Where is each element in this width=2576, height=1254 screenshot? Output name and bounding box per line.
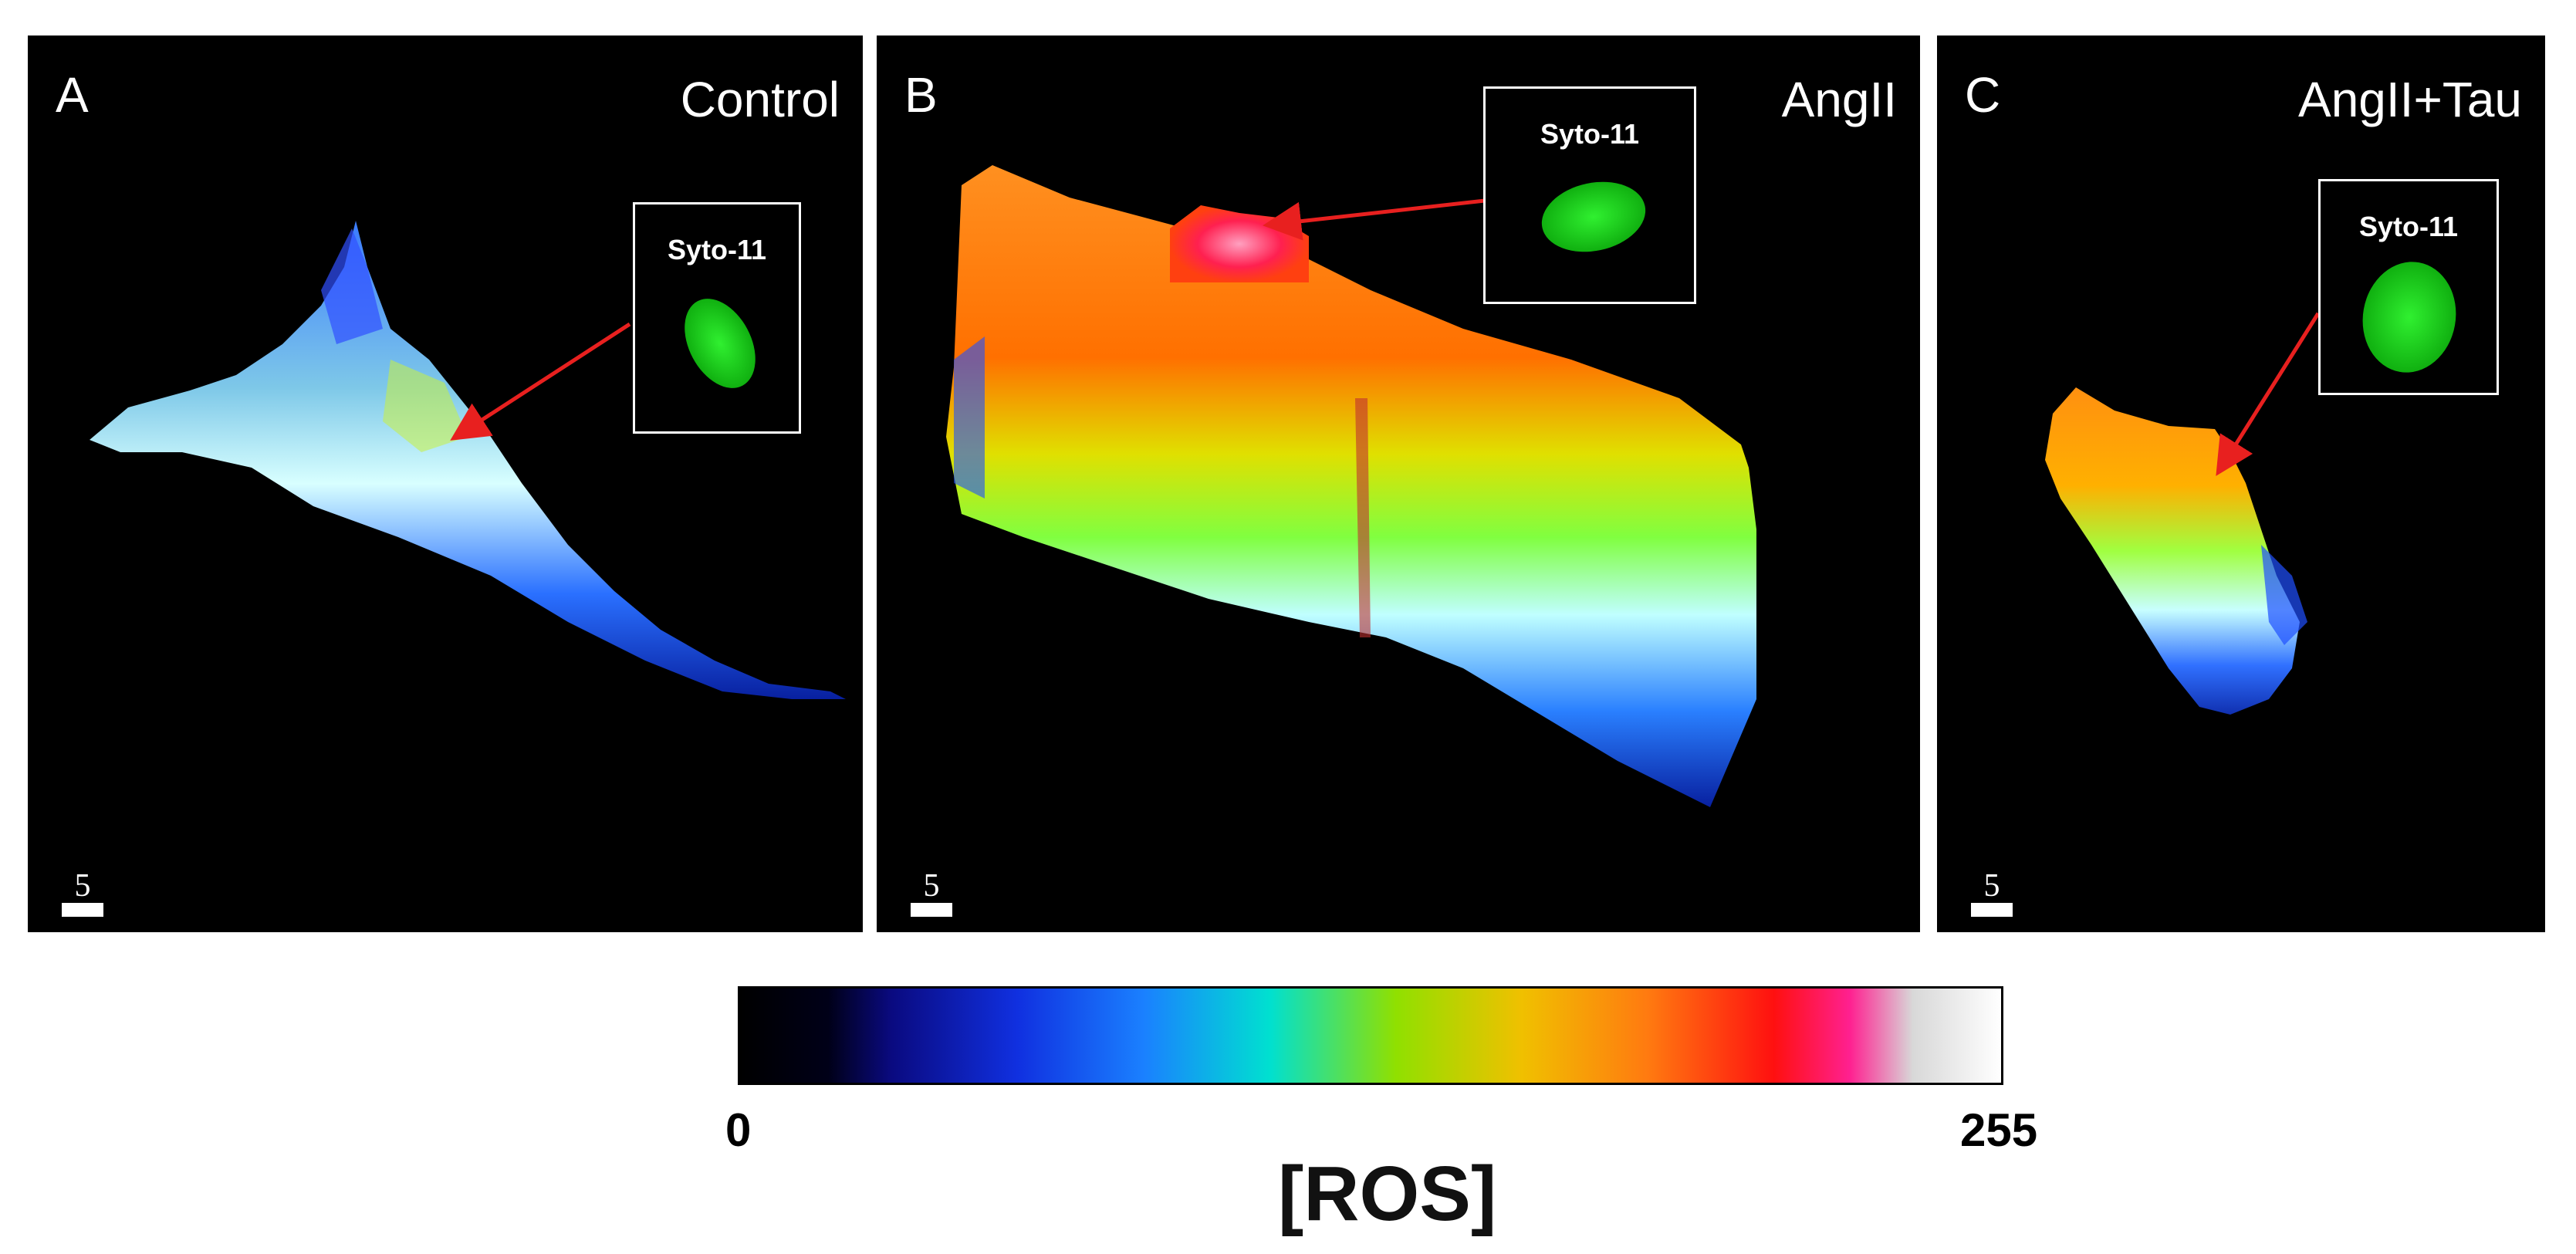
syto-11-inset: Syto-11: [2318, 179, 2499, 395]
nucleus-image: [685, 299, 756, 388]
scale-bar: 5: [1971, 869, 2013, 917]
panel-a-control: A Control Syto-11 5: [28, 35, 863, 932]
colorbar-min-label: 0: [725, 1104, 752, 1156]
scale-bar-rect: [911, 903, 952, 917]
scale-bar: 5: [62, 869, 103, 917]
condition-label: Control: [680, 72, 840, 127]
condition-label: AngII+Tau: [2298, 72, 2522, 127]
nucleus-image: [2362, 262, 2456, 373]
condition-label: AngII: [1781, 72, 1897, 127]
ros-colorbar: [738, 986, 2003, 1085]
inset-label: Syto-11: [2358, 211, 2459, 242]
colorbar-title: [ROS]: [1278, 1151, 1497, 1237]
scale-label: 5: [923, 868, 940, 904]
ros-surface-plot-c: [2045, 312, 2321, 715]
scale-bar-rect: [62, 903, 103, 917]
panel-letter: B: [904, 67, 938, 123]
ros-surface-plot-b: [946, 165, 1756, 807]
colorbar-max-label: 255: [1960, 1104, 2038, 1156]
syto-11-inset: Syto-11: [633, 202, 801, 434]
syto-11-inset: Syto-11: [1483, 86, 1696, 304]
panel-letter: A: [56, 67, 89, 123]
colorbar-gradient: [740, 989, 2001, 1083]
scale-label: 5: [74, 868, 91, 904]
ros-surface-plot-a: [90, 221, 846, 699]
inset-label: Syto-11: [1540, 118, 1640, 150]
panel-c-angii-tau: C AngII+Tau Syto-11 5: [1937, 35, 2545, 932]
inset-label: Syto-11: [667, 234, 767, 265]
scale-bar: 5: [911, 869, 952, 917]
panel-letter: C: [1965, 67, 2001, 123]
scale-label: 5: [1983, 868, 2000, 904]
arrow: [450, 322, 631, 441]
scale-bar-rect: [1971, 903, 2013, 917]
arrow: [1263, 197, 1499, 241]
arrow: [2216, 312, 2321, 476]
panel-b-angii: B AngII Syto-11 5: [877, 35, 1920, 932]
nucleus-image: [1541, 181, 1646, 252]
